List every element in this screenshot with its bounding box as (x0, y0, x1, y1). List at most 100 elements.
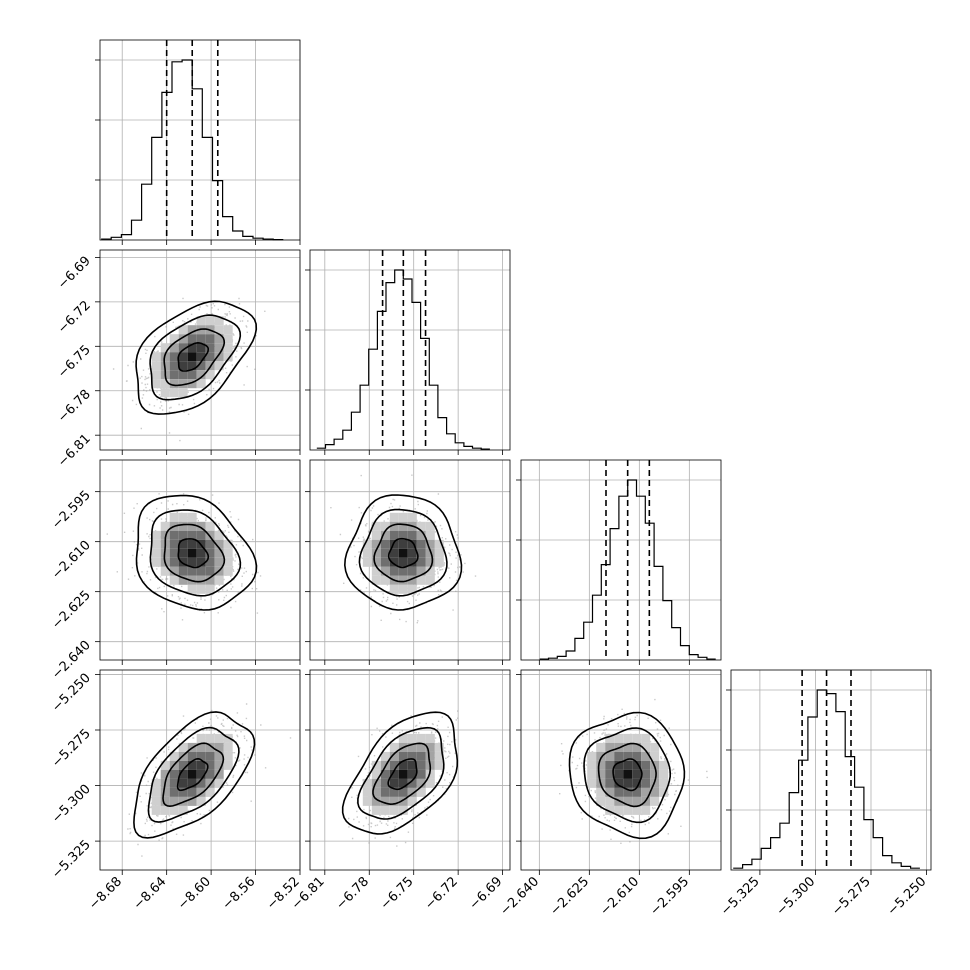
density-cell (169, 751, 179, 761)
density-cell (214, 733, 224, 743)
density-cell (205, 769, 215, 779)
contour (177, 538, 210, 569)
density-cell (623, 733, 633, 743)
density-cell (223, 751, 233, 761)
density-cell (407, 742, 417, 752)
density-cell (151, 787, 161, 797)
density-cell (169, 361, 179, 371)
density-cell (596, 787, 606, 797)
x-tick-label: −5.300 (774, 874, 819, 919)
density-cell (641, 733, 651, 743)
density-cell (380, 787, 390, 797)
contour (177, 341, 209, 372)
density-cell (169, 575, 179, 585)
density-cell (196, 334, 206, 344)
density-cell (196, 557, 206, 567)
density-cell (623, 760, 633, 770)
density-cell (434, 742, 444, 752)
density-cell (596, 751, 606, 761)
y-tick-label: −5.325 (49, 837, 94, 882)
density-cell (187, 539, 197, 549)
density-cell (214, 361, 224, 371)
density-cell (169, 530, 179, 540)
density-cell (434, 760, 444, 770)
density-cell (389, 751, 399, 761)
contour (149, 314, 242, 401)
density-cell (425, 521, 435, 531)
density-cell (398, 575, 408, 585)
density-cell (605, 760, 615, 770)
density-cell (214, 548, 224, 558)
density-cell (623, 769, 633, 779)
panel-frame (99, 669, 301, 871)
density-cell (187, 557, 197, 567)
density-cell (214, 530, 224, 540)
density-cell (623, 805, 633, 815)
density-cell (160, 343, 170, 353)
density-cell (169, 796, 179, 806)
density-cell (196, 575, 206, 585)
density-cell (151, 530, 161, 540)
x-tick-label: −5.325 (718, 874, 763, 919)
density-cell (169, 778, 179, 788)
density-cell (425, 733, 435, 743)
density-cell (632, 760, 642, 770)
density-cell (205, 548, 215, 558)
density-cell (389, 769, 399, 779)
density-cell (416, 539, 426, 549)
density-cell (614, 778, 624, 788)
density-cell (407, 751, 417, 761)
density-cell (380, 530, 390, 540)
density-cell (196, 796, 206, 806)
density-cell (169, 334, 179, 344)
density-cell (214, 751, 224, 761)
density-cell (187, 778, 197, 788)
density-cell (398, 787, 408, 797)
density-cell (187, 352, 197, 362)
density-cell (389, 530, 399, 540)
density-cell (178, 548, 188, 558)
x-tick-label: −2.610 (598, 874, 643, 919)
density-cell (205, 742, 215, 752)
density-cell (398, 521, 408, 531)
density-cell (151, 796, 161, 806)
density-cell (160, 769, 170, 779)
density-cell (614, 733, 624, 743)
density-cell (380, 751, 390, 761)
density-cell (187, 769, 197, 779)
density-cell (223, 742, 233, 752)
density-cell (614, 760, 624, 770)
density-cell (650, 751, 660, 761)
density-cell (187, 512, 197, 522)
density-cell (380, 548, 390, 558)
histogram-panel-4: −5.325 −5.300 −5.275 −5.250 (718, 669, 932, 919)
density-cell (151, 557, 161, 567)
density-cell (178, 352, 188, 362)
density-cell (425, 548, 435, 558)
density-cell (214, 325, 224, 335)
density-cell (178, 539, 188, 549)
density-cell (214, 343, 224, 353)
density-cell (434, 548, 444, 558)
density-cell (389, 742, 399, 752)
density-cell (178, 361, 188, 371)
density-cell (187, 521, 197, 531)
density-cell (389, 778, 399, 788)
density-cell (371, 548, 381, 558)
density-cell (371, 566, 381, 576)
density-cell (205, 352, 215, 362)
density-cell (151, 352, 161, 362)
density-cell (223, 760, 233, 770)
density-cell (659, 778, 669, 788)
scatter-panel-4-3: −2.640 −2.625 −2.610 −2.595 (498, 669, 722, 919)
density-cell (160, 796, 170, 806)
density-cell (380, 796, 390, 806)
contour (372, 742, 432, 806)
density-cell (380, 539, 390, 549)
density-cell (416, 769, 426, 779)
density-cell (398, 539, 408, 549)
density-cell (205, 787, 215, 797)
density-cell (223, 548, 233, 558)
density-cell (187, 548, 197, 558)
density-cell (151, 548, 161, 558)
